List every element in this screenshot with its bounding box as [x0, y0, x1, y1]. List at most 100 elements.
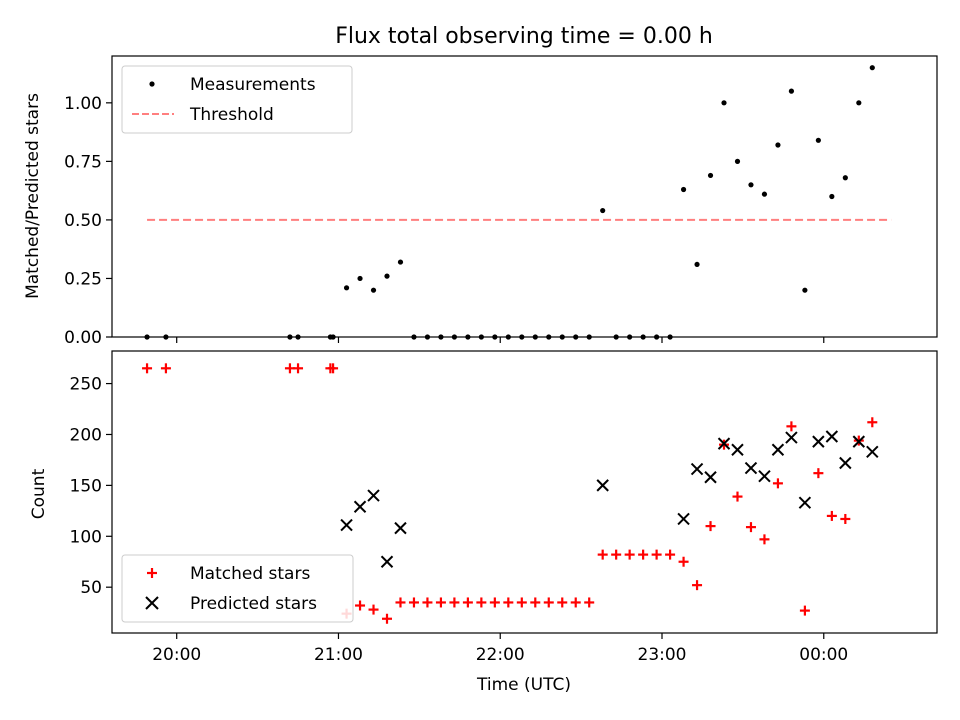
measurement-point — [357, 275, 363, 282]
matched-point — [142, 363, 153, 374]
measurement-point — [748, 182, 754, 188]
bottom-xtick-label: 21:00 — [314, 645, 363, 665]
bottom-legend-box — [121, 554, 354, 623]
top-panel: 0.00 0.25 0.50 0.75 1.00 Matched/Predicted s… — [23, 55, 938, 348]
matched-point — [449, 597, 460, 608]
predicted-point — [839, 456, 852, 470]
measurement-point — [680, 186, 687, 193]
matched-point — [584, 597, 595, 608]
measurement-points — [144, 65, 875, 340]
predicted-point — [596, 479, 609, 492]
top-ytick-label: 1.00 — [64, 94, 102, 114]
matched-point — [570, 597, 581, 608]
predicted-point — [340, 518, 353, 532]
matched-point — [530, 597, 541, 608]
predicted-point — [677, 512, 690, 526]
matched-point — [462, 597, 473, 608]
matched-point — [638, 549, 649, 560]
matched-point — [786, 421, 797, 432]
bottom-axis-ticks: 50 100 150 200 250 20:00 21:00 22:00 23:00 00:00 — [70, 375, 849, 665]
bottom-ytick-label: 100 — [70, 527, 102, 547]
measurement-point — [343, 285, 350, 291]
matched-point — [516, 597, 527, 608]
measurement-point — [600, 207, 606, 214]
matched-point — [435, 597, 446, 608]
matched-point — [382, 613, 392, 624]
legend-predicted-marker — [145, 596, 159, 610]
legend-matched-marker — [147, 568, 157, 578]
matched-point — [867, 417, 878, 428]
bottom-xtick-label: 20:00 — [152, 645, 201, 665]
bottom-legend: Matched stars Predicted stars — [121, 554, 354, 623]
top-ytick-label: 0.00 — [64, 328, 102, 348]
matched-point — [665, 549, 676, 560]
matched-point — [503, 597, 514, 608]
bottom-ytick-label: 200 — [70, 425, 102, 445]
bottom-ytick-label: 150 — [70, 476, 102, 496]
predicted-point — [380, 555, 394, 568]
predicted-point — [852, 435, 866, 448]
matched-point — [732, 491, 743, 502]
top-legend-box — [121, 65, 353, 134]
measurement-point — [802, 287, 808, 293]
matched-point — [395, 597, 406, 608]
matched-point — [678, 556, 689, 567]
bottom-xtick-label: 00:00 — [799, 645, 848, 665]
measurement-point — [384, 273, 390, 279]
measurement-point — [397, 259, 404, 265]
measurement-point — [775, 142, 781, 148]
bottom-ytick-label: 250 — [70, 375, 102, 395]
predicted-point — [731, 443, 744, 456]
bottom-plot-frame — [111, 350, 938, 634]
matched-point — [597, 549, 608, 560]
predicted-point — [353, 500, 367, 513]
measurement-point — [694, 261, 700, 268]
matched-point — [745, 522, 756, 533]
top-plot-frame — [111, 55, 938, 338]
figure-title: Flux total observing time = 0.00 h — [335, 24, 713, 49]
matched-point — [160, 363, 171, 374]
measurement-point — [869, 65, 875, 71]
predicted-point — [798, 496, 812, 509]
bottom-xtick-label: 23:00 — [638, 645, 687, 665]
predicted-point — [704, 471, 717, 484]
bottom-ylabel: Count — [29, 468, 49, 519]
bottom-xtick-label: 22:00 — [476, 645, 525, 665]
measurement-point — [815, 137, 821, 143]
matched-point — [557, 597, 568, 608]
measurement-point — [761, 191, 768, 197]
matched-point — [813, 468, 824, 479]
matched-point — [355, 600, 366, 611]
measurement-point — [829, 193, 835, 200]
matched-point — [840, 513, 851, 524]
matched-point — [826, 510, 837, 521]
predicted-point — [744, 461, 758, 475]
predicted-point — [690, 462, 704, 476]
predicted-point — [367, 489, 380, 502]
top-legend: Measurements Threshold — [121, 65, 353, 134]
legend-measurements-label: Measurements — [190, 75, 316, 95]
top-ylabel: Matched/Predicted stars — [23, 93, 43, 299]
predicted-point — [758, 470, 771, 483]
matched-point — [489, 597, 500, 608]
matched-point — [611, 549, 622, 560]
matched-point — [772, 478, 783, 489]
top-axis-ticks: 0.00 0.25 0.50 0.75 1.00 — [64, 94, 825, 348]
matched-point — [368, 604, 379, 615]
measurement-point — [842, 175, 848, 181]
predicted-point — [394, 521, 407, 535]
measurement-point — [721, 100, 727, 106]
legend-measurement-marker — [149, 81, 155, 87]
predicted-point — [812, 435, 825, 448]
bottom-xlabel: Time (UTC) — [476, 675, 571, 695]
matched-point — [543, 597, 554, 608]
predicted-point — [771, 443, 785, 456]
legend-matched-label: Matched stars — [190, 564, 310, 584]
predicted-point — [785, 431, 798, 444]
matched-point — [705, 521, 716, 532]
measurement-point — [734, 158, 741, 164]
top-ytick-label: 0.25 — [64, 269, 102, 289]
bottom-ytick-label: 50 — [80, 578, 102, 598]
